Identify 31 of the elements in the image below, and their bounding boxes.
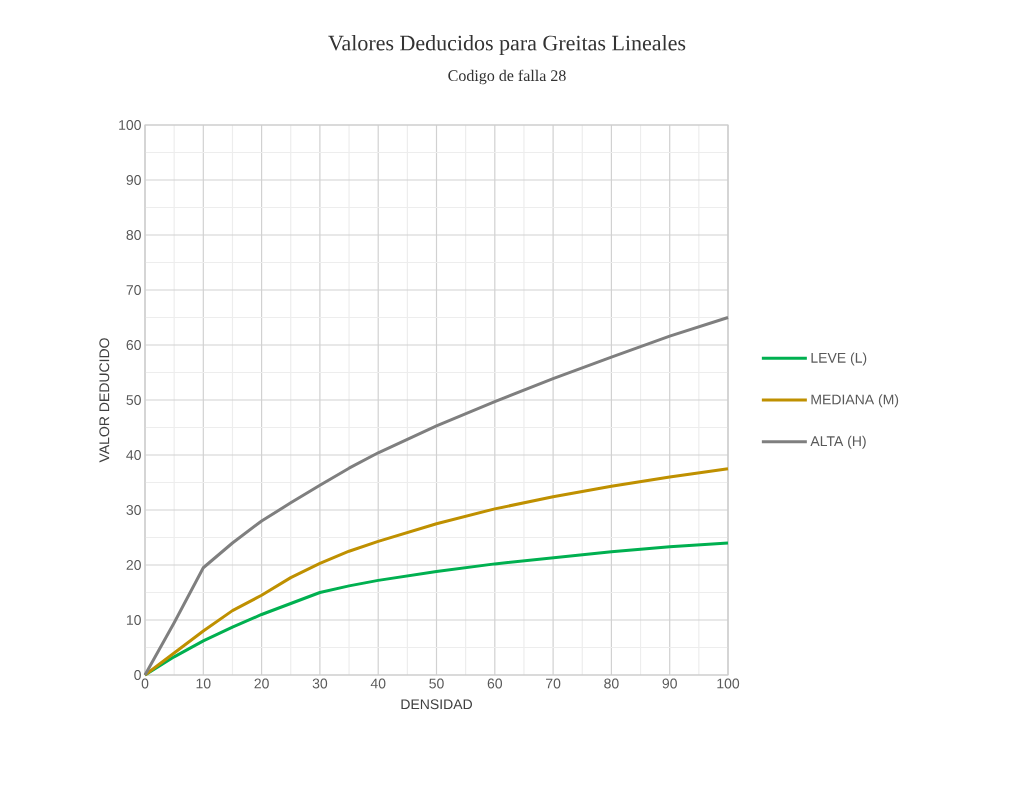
y-tick-label: 70 [126,285,141,295]
legend-label: ALTA (H) [810,435,866,449]
line-series [143,315,730,677]
x-tick-label: 40 [370,678,386,689]
y-tick-label: 40 [126,450,141,460]
line-series [143,467,730,677]
x-axis-title: DENSIDAD [401,699,472,710]
y-tick-label: 0 [134,670,141,680]
x-tick-label: 50 [429,678,444,689]
x-tick-label: 60 [487,678,503,689]
y-axis-title: VALOR DEDUCIDO [99,338,110,463]
y-tick-label: 60 [126,340,141,350]
chart-title: Valores Deducidos para Greitas Lineales [328,35,686,55]
y-tick-label: 100 [119,120,141,130]
y-tick-label: 90 [126,175,141,185]
x-tick-label: 80 [604,678,619,689]
y-tick-label: 30 [126,505,141,515]
y-tick-label: 80 [126,230,141,240]
chart-subtitle: Codigo de falla 28 [448,69,566,85]
x-tick-label: 10 [196,678,211,689]
legend-label: MEDIANA (M) [811,394,899,408]
x-tick-label: 20 [254,678,269,689]
x-tick-label: 30 [312,678,328,689]
x-tick-label: 0 [141,678,149,689]
x-tick-label: 70 [546,678,561,689]
y-tick-label: 10 [126,615,141,625]
legend-label: LEVE (L) [811,352,867,366]
x-tick-label: 100 [717,678,740,689]
y-tick-label: 50 [126,395,141,405]
x-tick-label: 90 [662,678,677,689]
y-tick-label: 20 [126,560,141,570]
